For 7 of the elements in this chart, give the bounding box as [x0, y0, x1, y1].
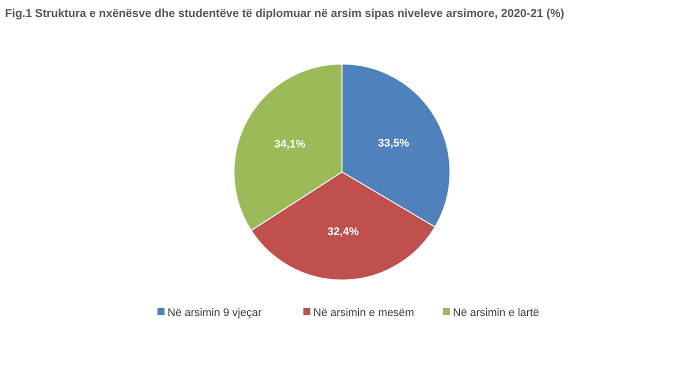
legend-label: Në arsimin e mesëm: [313, 306, 414, 319]
data-label: 33,5%: [378, 137, 410, 150]
data-label: 34,1%: [274, 138, 306, 150]
data-label: 32,4%: [328, 226, 359, 238]
legend-label: Në arsimin e lartë: [452, 306, 540, 319]
legend-label: Në arsimin 9 vjeçar: [168, 306, 262, 319]
chart-title: Fig.1 Struktura e nxënësve dhe studentëve të diplomuar në arsim sipas niveleve arsimore, 2020-21 (%): [5, 8, 564, 20]
